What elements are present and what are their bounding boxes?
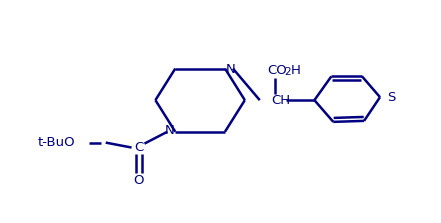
Text: t-BuO: t-BuO (37, 136, 75, 149)
Text: C: C (134, 141, 143, 154)
Text: N: N (164, 124, 174, 137)
Text: 2: 2 (284, 68, 291, 77)
Text: H: H (291, 64, 300, 77)
Text: CH: CH (272, 94, 291, 107)
Text: CO: CO (268, 64, 288, 77)
Text: S: S (387, 91, 395, 104)
Text: O: O (133, 174, 144, 187)
Text: N: N (226, 63, 236, 76)
